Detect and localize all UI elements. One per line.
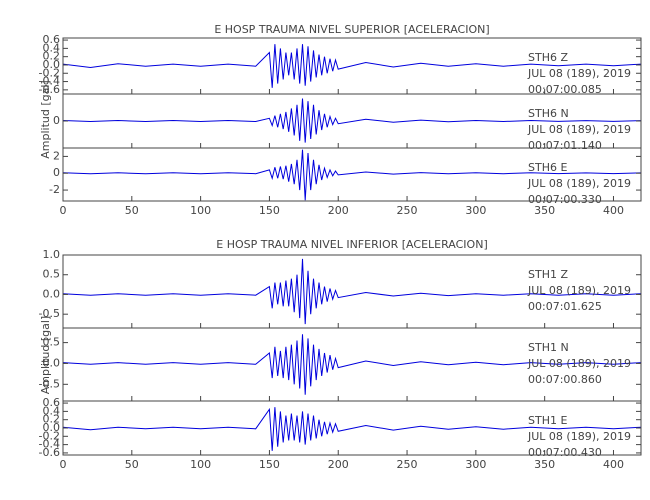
x-tick-label: 250 — [397, 204, 418, 217]
time-label: 00:07:00.330 — [528, 193, 602, 206]
y-axis-label: Amplitud [gal] — [39, 80, 52, 158]
y-axis-label: Amplitud [gal] — [39, 316, 52, 394]
y-tick-label: -0.5 — [39, 307, 60, 320]
y-tick-label: 0.2 — [43, 413, 61, 426]
y-tick-label: -0.6 — [39, 83, 60, 96]
date-label: JUL 08 (189), 2019 — [527, 123, 631, 136]
station-label: STH6 E — [528, 161, 567, 174]
y-tick-label: 0.6 — [43, 33, 61, 46]
time-label: 00:07:01.625 — [528, 300, 602, 313]
station-label: STH6 Z — [528, 51, 568, 64]
y-tick-label: 0.0 — [43, 287, 61, 300]
waveform — [63, 258, 641, 325]
x-tick-label: 100 — [190, 458, 211, 471]
waveform — [63, 98, 641, 143]
x-tick-label: 400 — [603, 458, 624, 471]
station-label: STH1 N — [528, 341, 569, 354]
date-label: JUL 08 (189), 2019 — [527, 357, 631, 370]
station-label: STH6 N — [528, 107, 569, 120]
y-tick-label: 0.4 — [43, 404, 61, 417]
y-tick-label: 0.2 — [43, 50, 61, 63]
y-tick-label: -0.5 — [39, 377, 60, 390]
time-label: 00:07:00.430 — [528, 446, 602, 459]
y-tick-label: -0.6 — [39, 446, 60, 459]
y-tick-label: -2 — [49, 183, 60, 196]
x-tick-label: 400 — [603, 204, 624, 217]
y-tick-label: 2 — [53, 149, 60, 162]
y-tick-label: -0.2 — [39, 429, 60, 442]
y-tick-label: -0.2 — [39, 66, 60, 79]
y-tick-label: 0.4 — [43, 41, 61, 54]
panel-frame — [62, 147, 642, 202]
x-tick-label: 50 — [125, 458, 139, 471]
y-tick-label: 0.6 — [43, 396, 61, 409]
y-tick-label: 0.0 — [43, 356, 61, 369]
waveform — [63, 334, 641, 395]
x-tick-label: 200 — [328, 204, 349, 217]
y-tick-label: 0.5 — [43, 336, 61, 349]
date-label: JUL 08 (189), 2019 — [527, 67, 631, 80]
time-label: 00:07:01.140 — [528, 139, 602, 152]
x-tick-label: 100 — [190, 204, 211, 217]
y-tick-label: -0.4 — [39, 438, 60, 451]
x-tick-label: 250 — [397, 458, 418, 471]
station-label: STH1 E — [528, 414, 567, 427]
waveform — [63, 407, 641, 451]
date-label: JUL 08 (189), 2019 — [527, 430, 631, 443]
y-tick-label: -0.4 — [39, 75, 60, 88]
y-tick-label: 0.5 — [43, 268, 61, 281]
chart-title: E HOSP TRAUMA NIVEL SUPERIOR [ACELERACIO… — [214, 23, 489, 36]
waveform — [63, 44, 641, 88]
x-tick-label: 150 — [259, 458, 280, 471]
x-tick-label: 300 — [465, 458, 486, 471]
y-tick-label: 1.0 — [43, 248, 61, 261]
chart-title: E HOSP TRAUMA NIVEL INFERIOR [ACELERACIO… — [216, 238, 487, 251]
x-tick-label: 0 — [60, 458, 67, 471]
time-label: 00:07:00.860 — [528, 373, 602, 386]
date-label: JUL 08 (189), 2019 — [527, 177, 631, 190]
x-tick-label: 350 — [534, 458, 555, 471]
x-tick-label: 0 — [60, 204, 67, 217]
x-tick-label: 150 — [259, 204, 280, 217]
time-label: 00:07:00.085 — [528, 83, 602, 96]
x-tick-label: 50 — [125, 204, 139, 217]
x-tick-label: 350 — [534, 204, 555, 217]
station-label: STH1 Z — [528, 268, 568, 281]
y-tick-label: 0.0 — [43, 421, 61, 434]
x-tick-label: 300 — [465, 204, 486, 217]
waveform — [63, 149, 641, 201]
date-label: JUL 08 (189), 2019 — [527, 284, 631, 297]
y-tick-label: 0 — [53, 166, 60, 179]
y-tick-label: 0.0 — [43, 58, 61, 71]
x-tick-label: 200 — [328, 458, 349, 471]
y-tick-label: 0 — [53, 114, 60, 127]
